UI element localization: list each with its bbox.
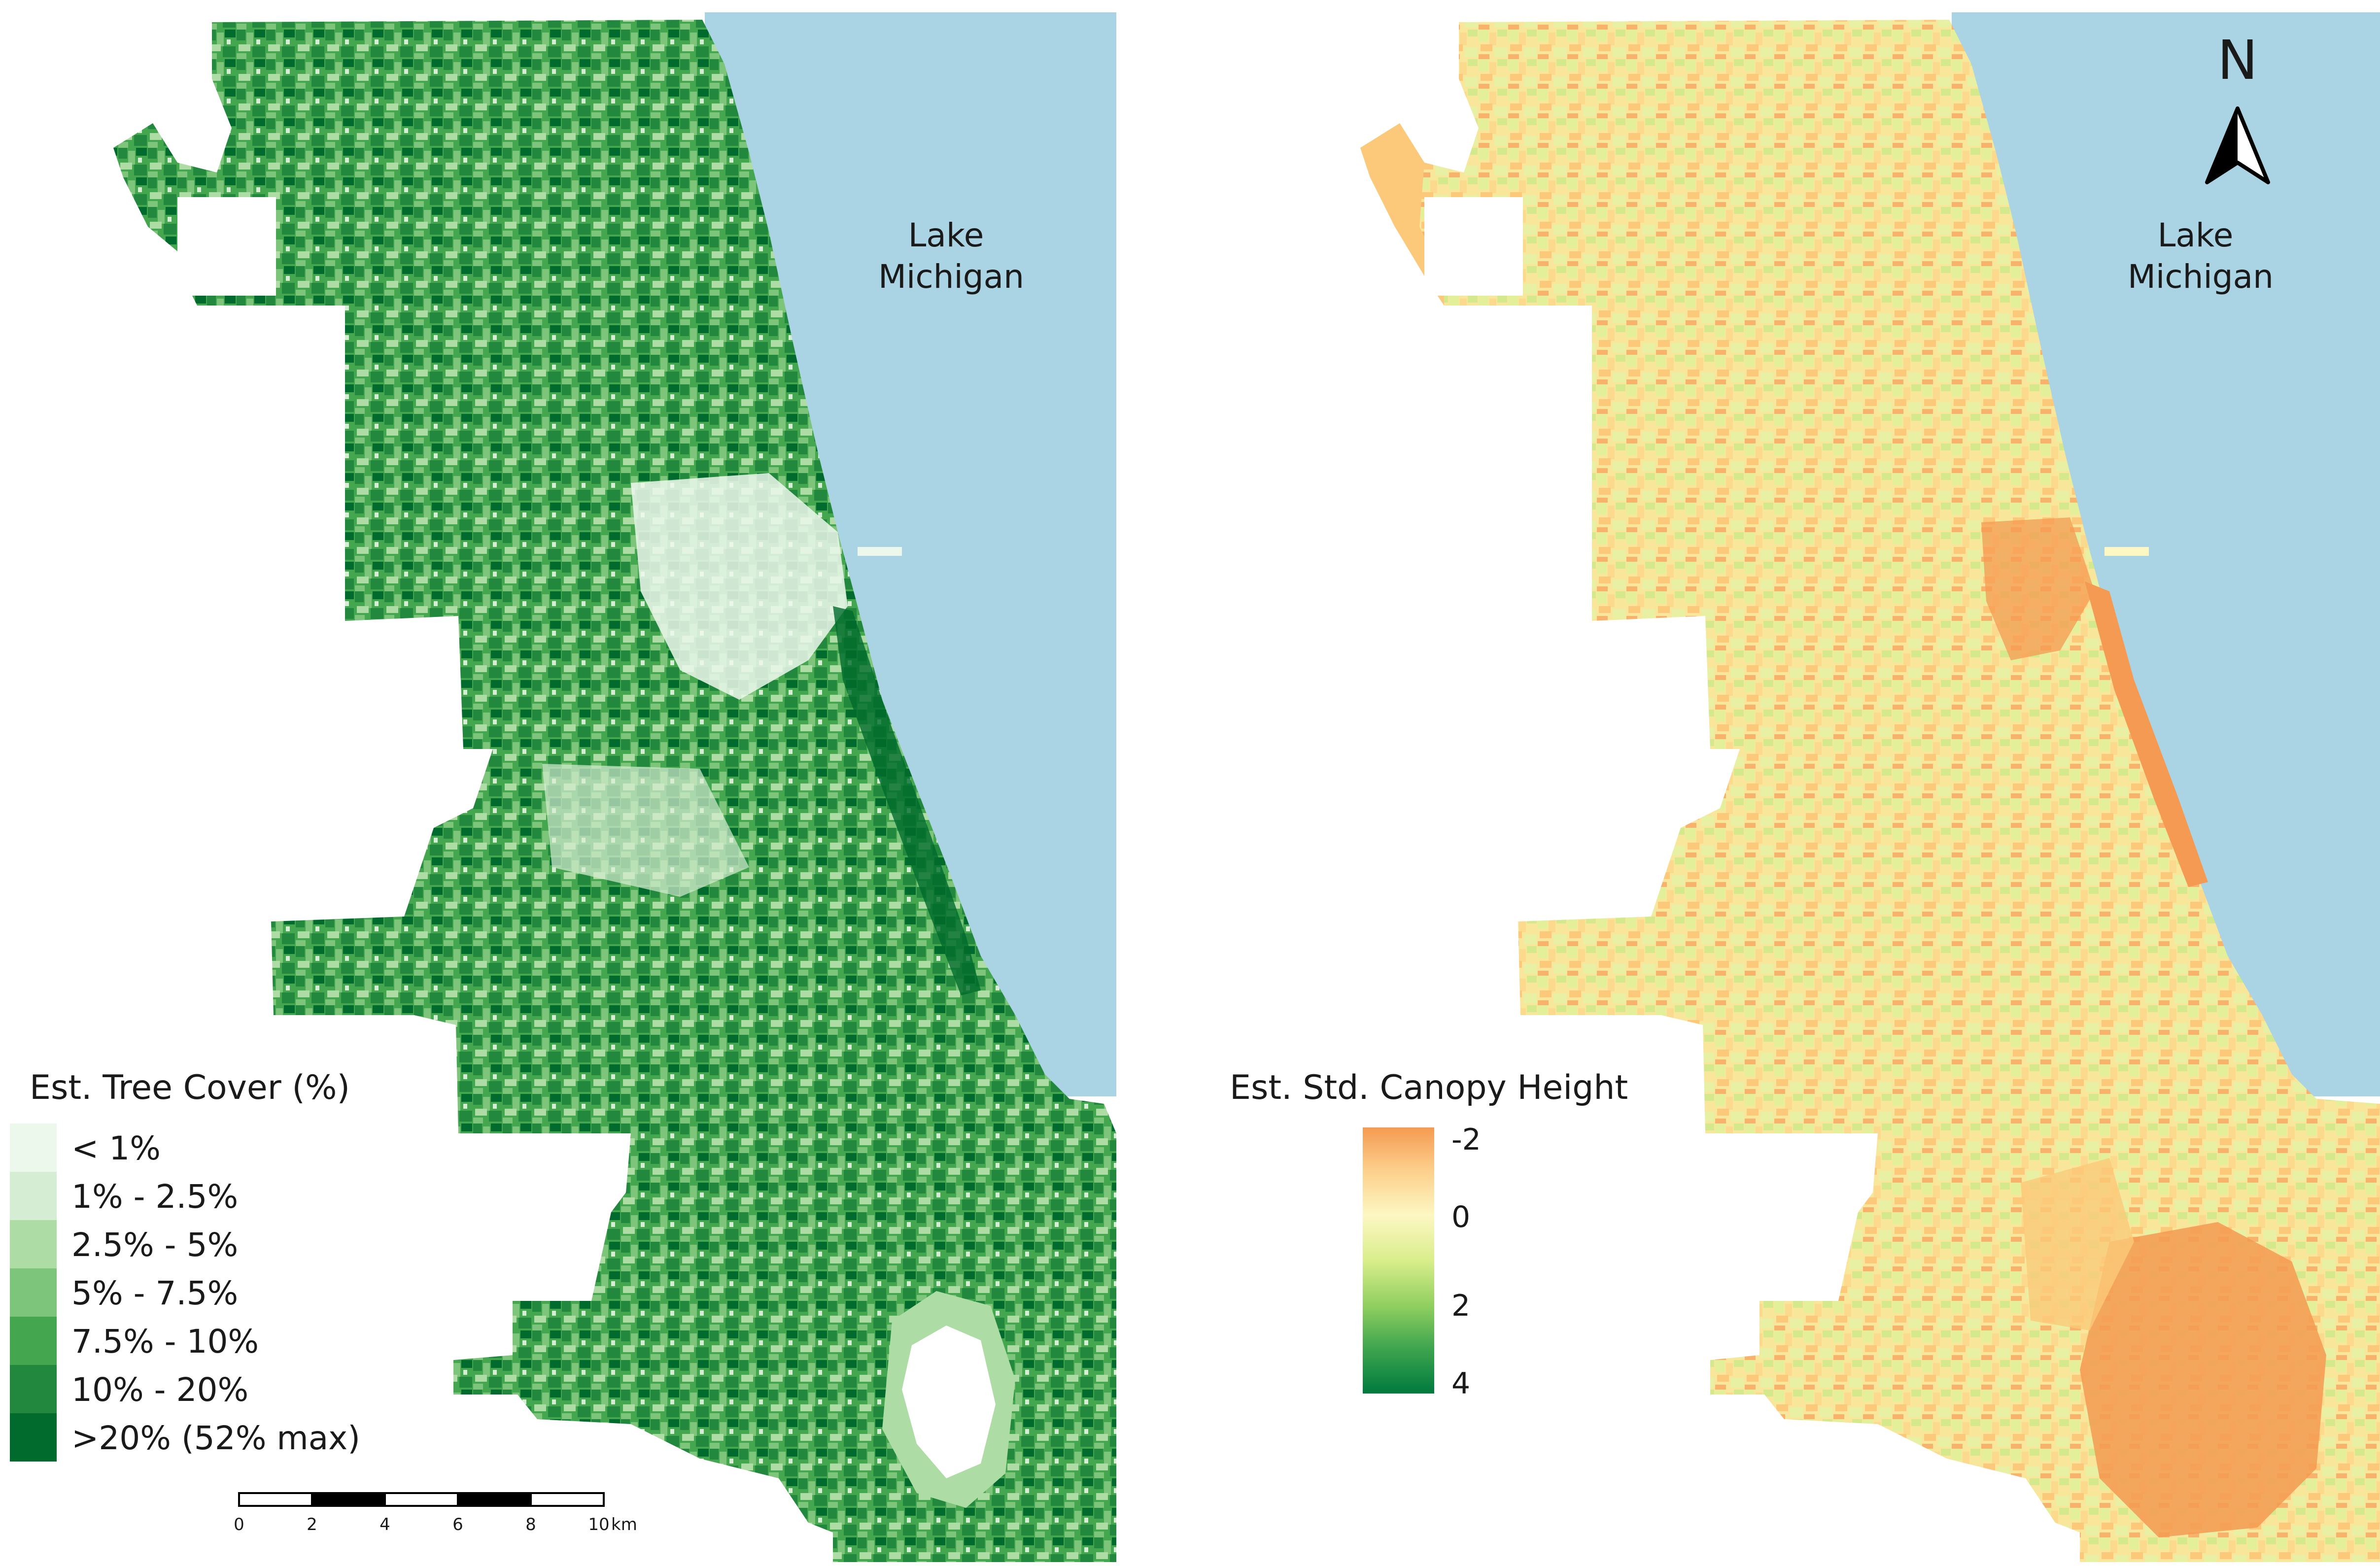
north-arrow: N <box>2205 29 2270 184</box>
ohare-gap-right <box>1424 197 1523 296</box>
tree-cover-legend: Est. Tree Cover (%) < 1% 1% - 2.5% 2.5% - … <box>0 1050 394 1464</box>
scale-bar-seg-4 <box>530 1492 605 1507</box>
tree-cover-legend-title: Est. Tree Cover (%) <box>30 1068 350 1107</box>
navy-pier <box>858 547 902 556</box>
colorbar-tick-label-2: 2 <box>1451 1289 1470 1323</box>
tree-cover-class-label-0: < 1% <box>71 1129 161 1167</box>
scale-bar-label-2: 2 <box>307 1515 317 1534</box>
tree-cover-class-label-5: 10% - 20% <box>71 1371 248 1409</box>
tree-cover-swatch-0 <box>10 1123 57 1172</box>
north-arrow-left-half-icon <box>2207 108 2238 182</box>
scale-bar-label-10: 10 <box>588 1515 609 1534</box>
downtown-high-variance-zone <box>1981 517 2095 660</box>
south-mid-variance-zone <box>2021 1158 2134 1330</box>
downtown-low-cover-zone <box>631 473 848 700</box>
canopy-height-legend-background <box>1203 1050 1676 1424</box>
south-high-variance-zone <box>2080 1222 2326 1537</box>
scale-bar-label-8: 8 <box>525 1515 536 1534</box>
canopy-height-colorbar <box>1363 1127 1434 1394</box>
left-map <box>113 12 1116 1562</box>
scale-bar-label-6: 6 <box>452 1515 463 1534</box>
tree-cover-swatch-1 <box>10 1172 57 1220</box>
colorbar-tick-label-1: 0 <box>1451 1200 1470 1234</box>
right-map <box>1360 12 2380 1562</box>
tree-cover-swatch-5 <box>10 1365 57 1413</box>
scale-bar-seg-3 <box>457 1492 532 1507</box>
tree-cover-legend-classes: < 1% 1% - 2.5% 2.5% - 5% 5% - 7.5% 7.5% - 10… <box>10 1123 360 1462</box>
tree-cover-swatch-6 <box>10 1413 57 1462</box>
tree-cover-class-label-1: 1% - 2.5% <box>71 1178 238 1216</box>
lake-label-right: Lake Michigan <box>2128 216 2274 296</box>
scale-bar-label-0: 0 <box>234 1515 244 1534</box>
canopy-height-legend: Est. Std. Canopy Height -2 0 2 4 <box>1203 1050 1676 1424</box>
ohare-gap <box>177 197 276 296</box>
tree-cover-class-label-3: 5% - 7.5% <box>71 1274 238 1312</box>
tree-cover-class-label-4: 7.5% - 10% <box>71 1323 259 1361</box>
tree-cover-swatch-3 <box>10 1268 57 1317</box>
colorbar-tick-label-3: 4 <box>1451 1366 1470 1401</box>
tree-cover-class-label-6: >20% (52% max) <box>71 1419 360 1457</box>
navy-pier-right <box>2104 547 2149 556</box>
canopy-height-colorbar-ticks: -2 0 2 4 <box>1451 1123 1481 1401</box>
ohare-high-variance-zone <box>1360 123 1444 306</box>
chicago-canopy-height-area <box>1360 20 2380 1562</box>
scale-bar-seg-0 <box>238 1492 313 1507</box>
colorbar-tick-label-0: -2 <box>1451 1123 1481 1157</box>
tree-cover-class-label-2: 2.5% - 5% <box>71 1226 238 1264</box>
scale-bar: 0 2 4 6 8 10 km <box>234 1492 637 1534</box>
canopy-height-legend-title: Est. Std. Canopy Height <box>1230 1068 1628 1107</box>
southwest-low-cover-zone <box>542 764 749 897</box>
tree-cover-legend-background <box>0 1050 394 1464</box>
lake-label-left: Lake Michigan <box>878 216 1024 296</box>
shoreline-parks <box>833 606 981 995</box>
scale-bar-unit: km <box>611 1515 637 1534</box>
shoreline-high-variance <box>2085 581 2208 887</box>
tree-cover-swatch-2 <box>10 1220 57 1268</box>
tree-cover-swatch-4 <box>10 1317 57 1365</box>
scale-bar-label-4: 4 <box>379 1515 390 1534</box>
scale-bar-seg-1 <box>311 1492 386 1507</box>
north-arrow-label: N <box>2217 29 2258 92</box>
scale-bar-seg-2 <box>384 1492 459 1507</box>
lake-calumet-water <box>902 1326 996 1478</box>
